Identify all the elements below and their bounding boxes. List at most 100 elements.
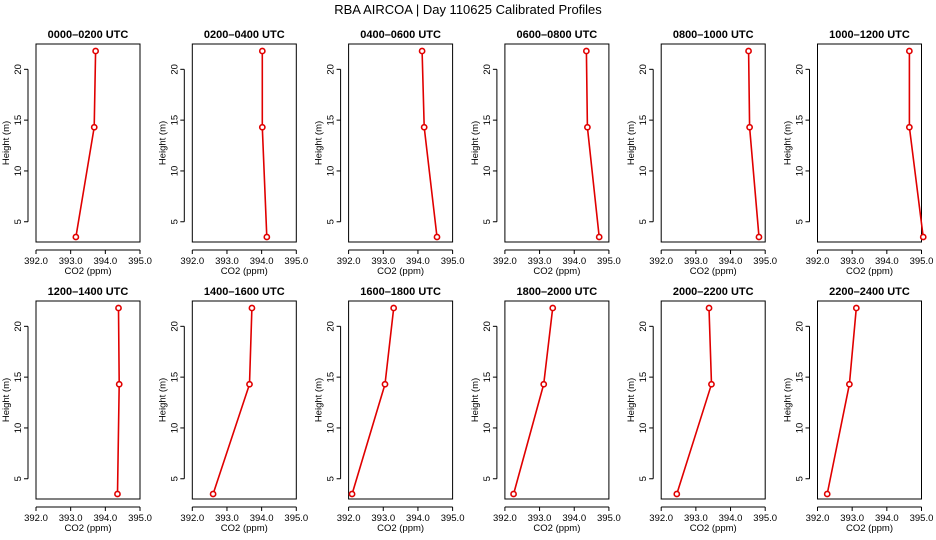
co2-data-point (420, 123, 428, 131)
co2-data-point (72, 233, 80, 241)
x-tick-label: 393.0 (684, 513, 708, 524)
x-axis-label: CO2 (ppm) (377, 523, 424, 534)
y-tick-label: 5 (482, 219, 493, 224)
y-tick-label: 15 (795, 372, 806, 383)
co2-data-point (115, 380, 123, 388)
co2-profile-line (747, 50, 760, 238)
x-tick-label: 393.0 (840, 513, 864, 524)
y-tick-label: 10 (638, 166, 649, 177)
y-tick-label: 10 (638, 423, 649, 434)
x-tick-label: 393.0 (528, 256, 552, 267)
plot-frame (660, 300, 766, 500)
co2-profile-line (585, 50, 600, 238)
y-axis-label: Height (m) (314, 378, 325, 422)
y-tick-label: 20 (326, 64, 337, 75)
x-tick-label: 392.0 (24, 256, 48, 267)
plot-frame (817, 300, 922, 500)
x-tick-label: 395.0 (128, 256, 152, 267)
co2-data-point (905, 47, 913, 55)
co2-data-point (582, 47, 590, 55)
plot-frame (35, 300, 141, 500)
x-tick-label: 395.0 (284, 256, 308, 267)
panel-title: 0600–0800 UTC (517, 29, 598, 41)
x-axis-label: CO2 (ppm) (533, 523, 580, 534)
co2-profile-line (676, 307, 713, 495)
y-tick-label: 10 (169, 166, 180, 177)
y-tick-label: 10 (482, 423, 493, 434)
profile-panel: 0200–0400 UTC 392.0 393.0 394.0 395.0 CO2 (pp… (157, 29, 308, 277)
x-tick-label: 395.0 (910, 513, 934, 524)
x-tick-label: 393.0 (528, 513, 552, 524)
profile-panel: 1200–1400 UTC 392.0 393.0 394.0 395.0 CO2 (pp… (1, 286, 152, 534)
panel-title: 0200–0400 UTC (204, 29, 285, 41)
panel-title: 0400–0600 UTC (360, 29, 441, 41)
plot-frame (191, 43, 297, 243)
x-tick-label: 395.0 (597, 256, 621, 267)
x-axis-label: CO2 (ppm) (846, 523, 893, 534)
y-tick-label: 20 (795, 321, 806, 332)
plot-frame (348, 300, 454, 500)
plot-frame (504, 300, 610, 500)
x-tick-label: 394.0 (93, 513, 117, 524)
x-tick-label: 392.0 (493, 513, 517, 524)
x-tick-label: 394.0 (719, 513, 743, 524)
x-tick-label: 393.0 (371, 513, 395, 524)
co2-data-point (248, 304, 256, 312)
panel-title: 1400–1600 UTC (204, 286, 285, 298)
y-tick-label: 5 (482, 476, 493, 481)
co2-data-point (919, 233, 927, 241)
plot-frame (660, 43, 766, 243)
co2-data-point (845, 380, 853, 388)
y-tick-label: 20 (169, 64, 180, 75)
y-axis-label: Height (m) (314, 121, 325, 165)
panel-title: 1000–1200 UTC (829, 29, 910, 41)
x-tick-label: 393.0 (59, 513, 83, 524)
y-tick-label: 5 (638, 219, 649, 224)
co2-data-point (263, 233, 271, 241)
co2-data-point (381, 380, 389, 388)
y-tick-label: 5 (13, 219, 24, 224)
co2-data-point (348, 490, 356, 498)
x-tick-label: 395.0 (753, 513, 777, 524)
profile-panel: 0400–0600 UTC 392.0 393.0 394.0 395.0 CO2 (pp… (314, 29, 465, 277)
panel-title: 0800–1000 UTC (673, 29, 754, 41)
co2-profile-line (826, 307, 858, 495)
x-axis-label: CO2 (ppm) (65, 523, 112, 534)
y-axis-label: Height (m) (626, 378, 637, 422)
panel-title: 1800–2000 UTC (517, 286, 598, 298)
y-tick-label: 20 (638, 64, 649, 75)
y-tick-label: 20 (482, 64, 493, 75)
co2-data-point (258, 123, 266, 131)
x-tick-label: 393.0 (59, 256, 83, 267)
panel-title: 2200–2400 UTC (829, 286, 910, 298)
y-tick-label: 20 (169, 321, 180, 332)
profile-panel: 0800–1000 UTC 392.0 393.0 394.0 395.0 CO2 (pp… (626, 29, 777, 277)
y-tick-label: 10 (795, 423, 806, 434)
co2-data-point (673, 490, 681, 498)
x-tick-label: 394.0 (875, 256, 899, 267)
x-tick-label: 393.0 (215, 513, 239, 524)
x-tick-label: 392.0 (337, 256, 361, 267)
x-axis-label: CO2 (ppm) (65, 266, 112, 277)
co2-data-point (746, 123, 753, 131)
profile-panel: 2000–2200 UTC 392.0 393.0 394.0 395.0 CO2 (pp… (626, 286, 777, 534)
y-tick-label: 15 (169, 372, 180, 383)
figure-title: RBA AIRCOA | Day 110625 Calibrated Profi… (334, 2, 602, 17)
co2-data-point (209, 490, 217, 498)
profile-panels: 0000–0200 UTC 392.0 393.0 394.0 395.0 CO2 (pp… (1, 29, 933, 534)
y-axis-label: Height (m) (1, 378, 12, 422)
y-tick-label: 15 (13, 372, 24, 383)
y-axis-label: Height (m) (1, 121, 12, 165)
x-tick-label: 392.0 (649, 256, 673, 267)
co2-data-point (905, 123, 913, 131)
plot-frame (348, 43, 454, 243)
y-tick-label: 20 (13, 321, 24, 332)
co2-data-point (390, 304, 398, 312)
y-tick-label: 15 (638, 372, 649, 383)
plot-frame (504, 43, 610, 243)
x-tick-label: 395.0 (128, 513, 152, 524)
x-tick-label: 394.0 (250, 513, 274, 524)
y-tick-label: 10 (13, 166, 24, 177)
co2-data-point (708, 380, 715, 388)
